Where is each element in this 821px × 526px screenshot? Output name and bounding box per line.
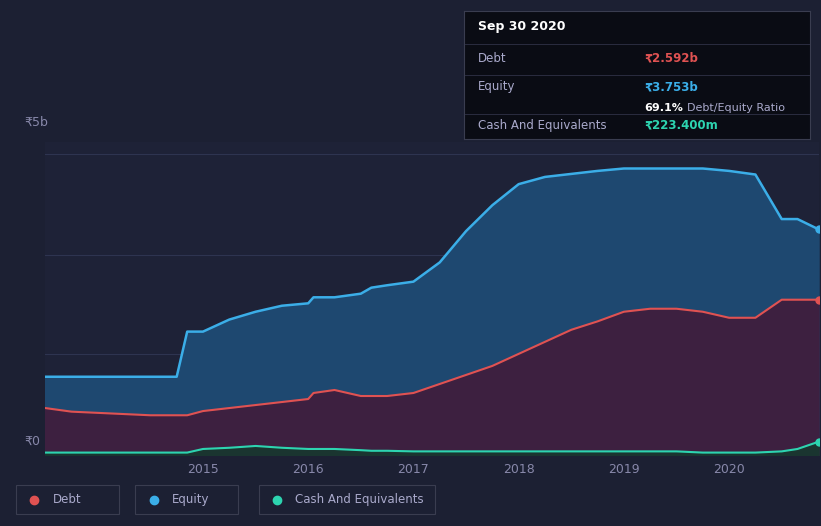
Text: Cash And Equivalents: Cash And Equivalents	[478, 119, 607, 132]
Text: ₹5b: ₹5b	[25, 116, 48, 129]
Text: Debt/Equity Ratio: Debt/Equity Ratio	[687, 103, 786, 113]
Text: Cash And Equivalents: Cash And Equivalents	[295, 493, 424, 506]
Text: Debt: Debt	[53, 493, 81, 506]
Text: ₹0: ₹0	[25, 435, 40, 448]
Text: ₹2.592b: ₹2.592b	[644, 52, 698, 65]
Text: Sep 30 2020: Sep 30 2020	[478, 19, 565, 33]
Text: 69.1%: 69.1%	[644, 103, 683, 113]
Text: Equity: Equity	[172, 493, 209, 506]
Text: ₹223.400m: ₹223.400m	[644, 119, 718, 132]
Text: ₹3.753b: ₹3.753b	[644, 80, 698, 93]
Text: Equity: Equity	[478, 80, 516, 93]
Text: Debt: Debt	[478, 52, 507, 65]
